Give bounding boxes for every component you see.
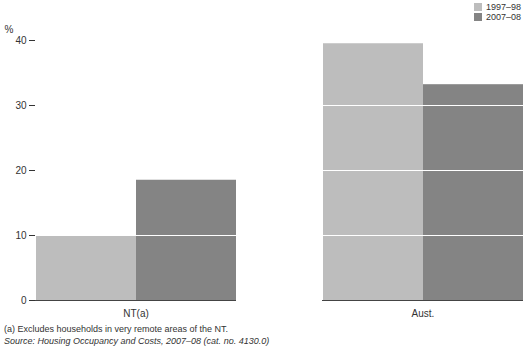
html-text:1997–98: 1997–98 <box>486 2 521 12</box>
html-text:(a) Excludes households in ver: (a) Excludes households in very remote a… <box>4 324 229 334</box>
svg-text:%: % <box>5 24 14 35</box>
html-text:2007–08: 2007–08 <box>486 12 521 22</box>
svg-text:30: 30 <box>15 100 27 111</box>
html-text:Source: Housing Occupancy and: Source: Housing Occupancy and Costs, 200… <box>4 336 270 346</box>
svg-text:20: 20 <box>15 165 27 176</box>
svg-text:10: 10 <box>15 230 27 241</box>
svg-text:40: 40 <box>15 35 27 46</box>
svg-text:Aust.: Aust. <box>412 308 435 319</box>
svg-text:NT(a): NT(a) <box>123 308 149 319</box>
svg-text:0: 0 <box>21 295 27 306</box>
